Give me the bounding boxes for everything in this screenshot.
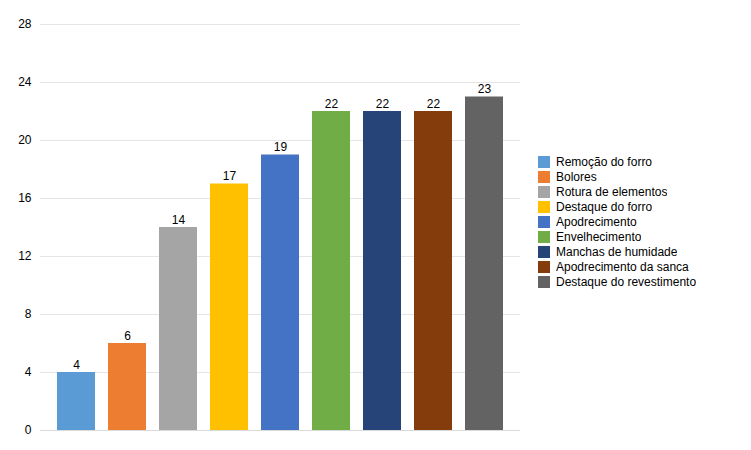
svg-text:22: 22: [427, 97, 441, 111]
html-text:Rotura de elementos: Rotura de elementos: [556, 184, 668, 199]
svg-text:28: 28: [18, 17, 32, 31]
html-text:Destaque do forro: Destaque do forro: [556, 199, 653, 214]
svg-text:23: 23: [478, 82, 492, 96]
svg-text:24: 24: [18, 75, 32, 89]
svg-text:4: 4: [25, 365, 32, 379]
html-text:Manchas de humidade: Manchas de humidade: [556, 244, 678, 259]
svg-text:16: 16: [18, 191, 32, 205]
svg-text:6: 6: [124, 329, 131, 343]
svg-text:0: 0: [25, 423, 32, 437]
svg-text:14: 14: [172, 213, 186, 227]
html-text:Apodrecimento da sanca: Apodrecimento da sanca: [556, 259, 689, 274]
html-text:Remoção do forro: Remoção do forro: [556, 154, 652, 169]
svg-text:4: 4: [73, 358, 80, 372]
svg-text:17: 17: [223, 169, 237, 183]
html-text:Bolores: Bolores: [556, 169, 597, 184]
svg-text:20: 20: [18, 133, 32, 147]
html-text:Apodrecimento: Apodrecimento: [556, 214, 637, 229]
html-text:Envelhecimento: Envelhecimento: [556, 229, 642, 244]
svg-text:22: 22: [376, 97, 390, 111]
svg-text:22: 22: [325, 97, 339, 111]
svg-text:12: 12: [18, 249, 32, 263]
svg-text:8: 8: [25, 307, 32, 321]
svg-text:19: 19: [274, 140, 288, 154]
html-text:Destaque do revestimento: Destaque do revestimento: [556, 274, 697, 289]
